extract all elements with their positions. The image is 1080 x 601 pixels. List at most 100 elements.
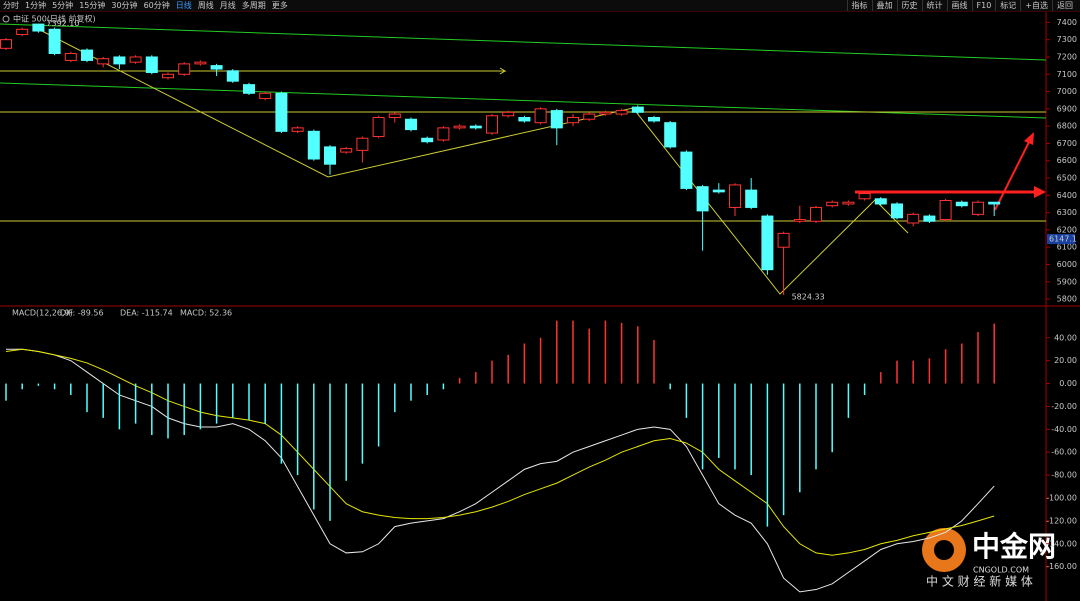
macd-bar xyxy=(329,383,331,521)
arrow-line xyxy=(0,67,507,75)
candle-body xyxy=(48,28,61,55)
y-tick-label: -80.00 xyxy=(1051,471,1077,480)
macd-bar xyxy=(183,383,185,436)
period-button[interactable]: 60分钟 xyxy=(143,1,170,10)
y-tick-label: 6600 xyxy=(1057,156,1077,165)
candle-body xyxy=(372,116,385,138)
y-tick-label: 6000 xyxy=(1057,260,1077,269)
macd-bar xyxy=(637,326,639,384)
title-icon xyxy=(2,15,10,23)
y-tick-label: -40.00 xyxy=(1051,425,1077,434)
macd-bar xyxy=(944,349,947,384)
period-button[interactable]: 周线 xyxy=(197,1,214,10)
period-button[interactable]: 日线 xyxy=(175,1,192,10)
period-button[interactable]: 多周期 xyxy=(241,1,266,10)
candle-body xyxy=(16,28,29,35)
macd-bar xyxy=(653,340,655,384)
candle-body xyxy=(599,111,612,115)
macd-bar xyxy=(977,332,979,384)
period-button[interactable]: 15分钟 xyxy=(79,1,106,10)
tool-button[interactable]: 历史 xyxy=(896,0,922,11)
y-tick-label: 0.00 xyxy=(1059,379,1077,388)
tool-button[interactable]: 叠加 xyxy=(871,0,897,11)
price-tag-label: 6147.1 xyxy=(1049,235,1077,244)
period-button[interactable]: 5分钟 xyxy=(52,1,74,10)
y-tick-label: 6800 xyxy=(1057,122,1077,131)
candle-body xyxy=(631,106,644,113)
tool-button[interactable]: 返回 xyxy=(1052,0,1077,11)
macd-bar xyxy=(831,383,833,453)
y-tick-label: -140.00 xyxy=(1046,539,1077,548)
macd-bar xyxy=(215,383,218,424)
candle-body xyxy=(275,92,288,132)
macd-bar xyxy=(134,383,137,424)
candle-body xyxy=(194,61,207,65)
candle-body xyxy=(810,206,822,222)
macd-bar xyxy=(961,343,963,384)
candle-body xyxy=(972,201,984,215)
macd-bar xyxy=(264,383,266,424)
macd-bar xyxy=(491,360,493,384)
period-button[interactable]: 月线 xyxy=(219,1,236,10)
macd-bar xyxy=(248,383,250,421)
macd-bar xyxy=(847,383,850,418)
macd-bar xyxy=(766,383,769,527)
y-tick-label: -120.00 xyxy=(1046,516,1077,525)
candle-body xyxy=(340,148,353,153)
macd-bar xyxy=(556,320,558,384)
macd-bar xyxy=(296,383,299,476)
tool-button[interactable]: 标记 xyxy=(995,0,1020,11)
tool-button[interactable]: 画线 xyxy=(946,0,972,11)
legend-entry: MACD: 52.36 xyxy=(180,309,232,318)
brand: 中金网 xyxy=(972,530,1056,563)
period-button[interactable]: 30分钟 xyxy=(111,1,138,10)
tool-button[interactable]: +自选 xyxy=(1020,0,1052,11)
period-button[interactable]: 更多 xyxy=(271,1,288,10)
macd-bar xyxy=(718,383,720,458)
logo-inner xyxy=(934,540,954,560)
legend-entry: DEA: -115.74 xyxy=(120,309,173,318)
y-tick-label: 5900 xyxy=(1057,277,1077,286)
macd-bar xyxy=(669,383,671,390)
y-tick-label: 6300 xyxy=(1057,208,1077,217)
candle-body xyxy=(32,23,45,32)
macd-bar xyxy=(151,383,153,436)
candle-body xyxy=(113,56,126,65)
macd-bar xyxy=(5,383,7,401)
y-tick-label: 6700 xyxy=(1057,139,1077,148)
macd-bar xyxy=(604,320,607,384)
toolbar: 分时 1分钟 5分钟 15分钟 30分钟 60分钟 日线 周线 月线 多周期 更多 指标 叠加 历史 统计画… xyxy=(0,0,1080,12)
macd-bar xyxy=(410,383,412,401)
candle-body xyxy=(259,92,272,99)
macd-bar xyxy=(199,383,202,430)
period-button[interactable]: 1分钟 xyxy=(25,1,47,10)
candle-body xyxy=(955,201,968,207)
candle-body xyxy=(534,108,547,124)
candle-body xyxy=(583,113,596,120)
tool-group: 指标 叠加 历史 统计 画线 F10 标记 +自选 返回 xyxy=(844,0,1080,11)
candle-body xyxy=(891,203,903,219)
candle-body xyxy=(550,110,563,129)
y-tick-label: 6100 xyxy=(1057,243,1077,252)
candle-body xyxy=(469,125,482,129)
candle-body xyxy=(842,201,855,205)
candle-body xyxy=(145,56,158,74)
candle-body xyxy=(939,200,952,221)
candle-body xyxy=(793,219,806,222)
candle-body xyxy=(226,70,239,82)
tool-button[interactable]: 指标 xyxy=(846,0,872,11)
candle-body xyxy=(826,201,839,207)
candle-body xyxy=(696,186,709,212)
candle-body xyxy=(210,65,223,70)
macd-bar xyxy=(896,360,898,384)
candle-body xyxy=(178,63,191,75)
y-tick-label: 6400 xyxy=(1057,191,1077,200)
tool-button[interactable]: F10 xyxy=(971,0,996,11)
y-tick-label: -100.00 xyxy=(1046,493,1077,502)
period-button[interactable]: 分时 xyxy=(3,1,19,10)
macd-bar xyxy=(539,337,542,384)
tool-button[interactable]: 统计 xyxy=(921,0,947,11)
red-arrow xyxy=(994,141,1030,211)
